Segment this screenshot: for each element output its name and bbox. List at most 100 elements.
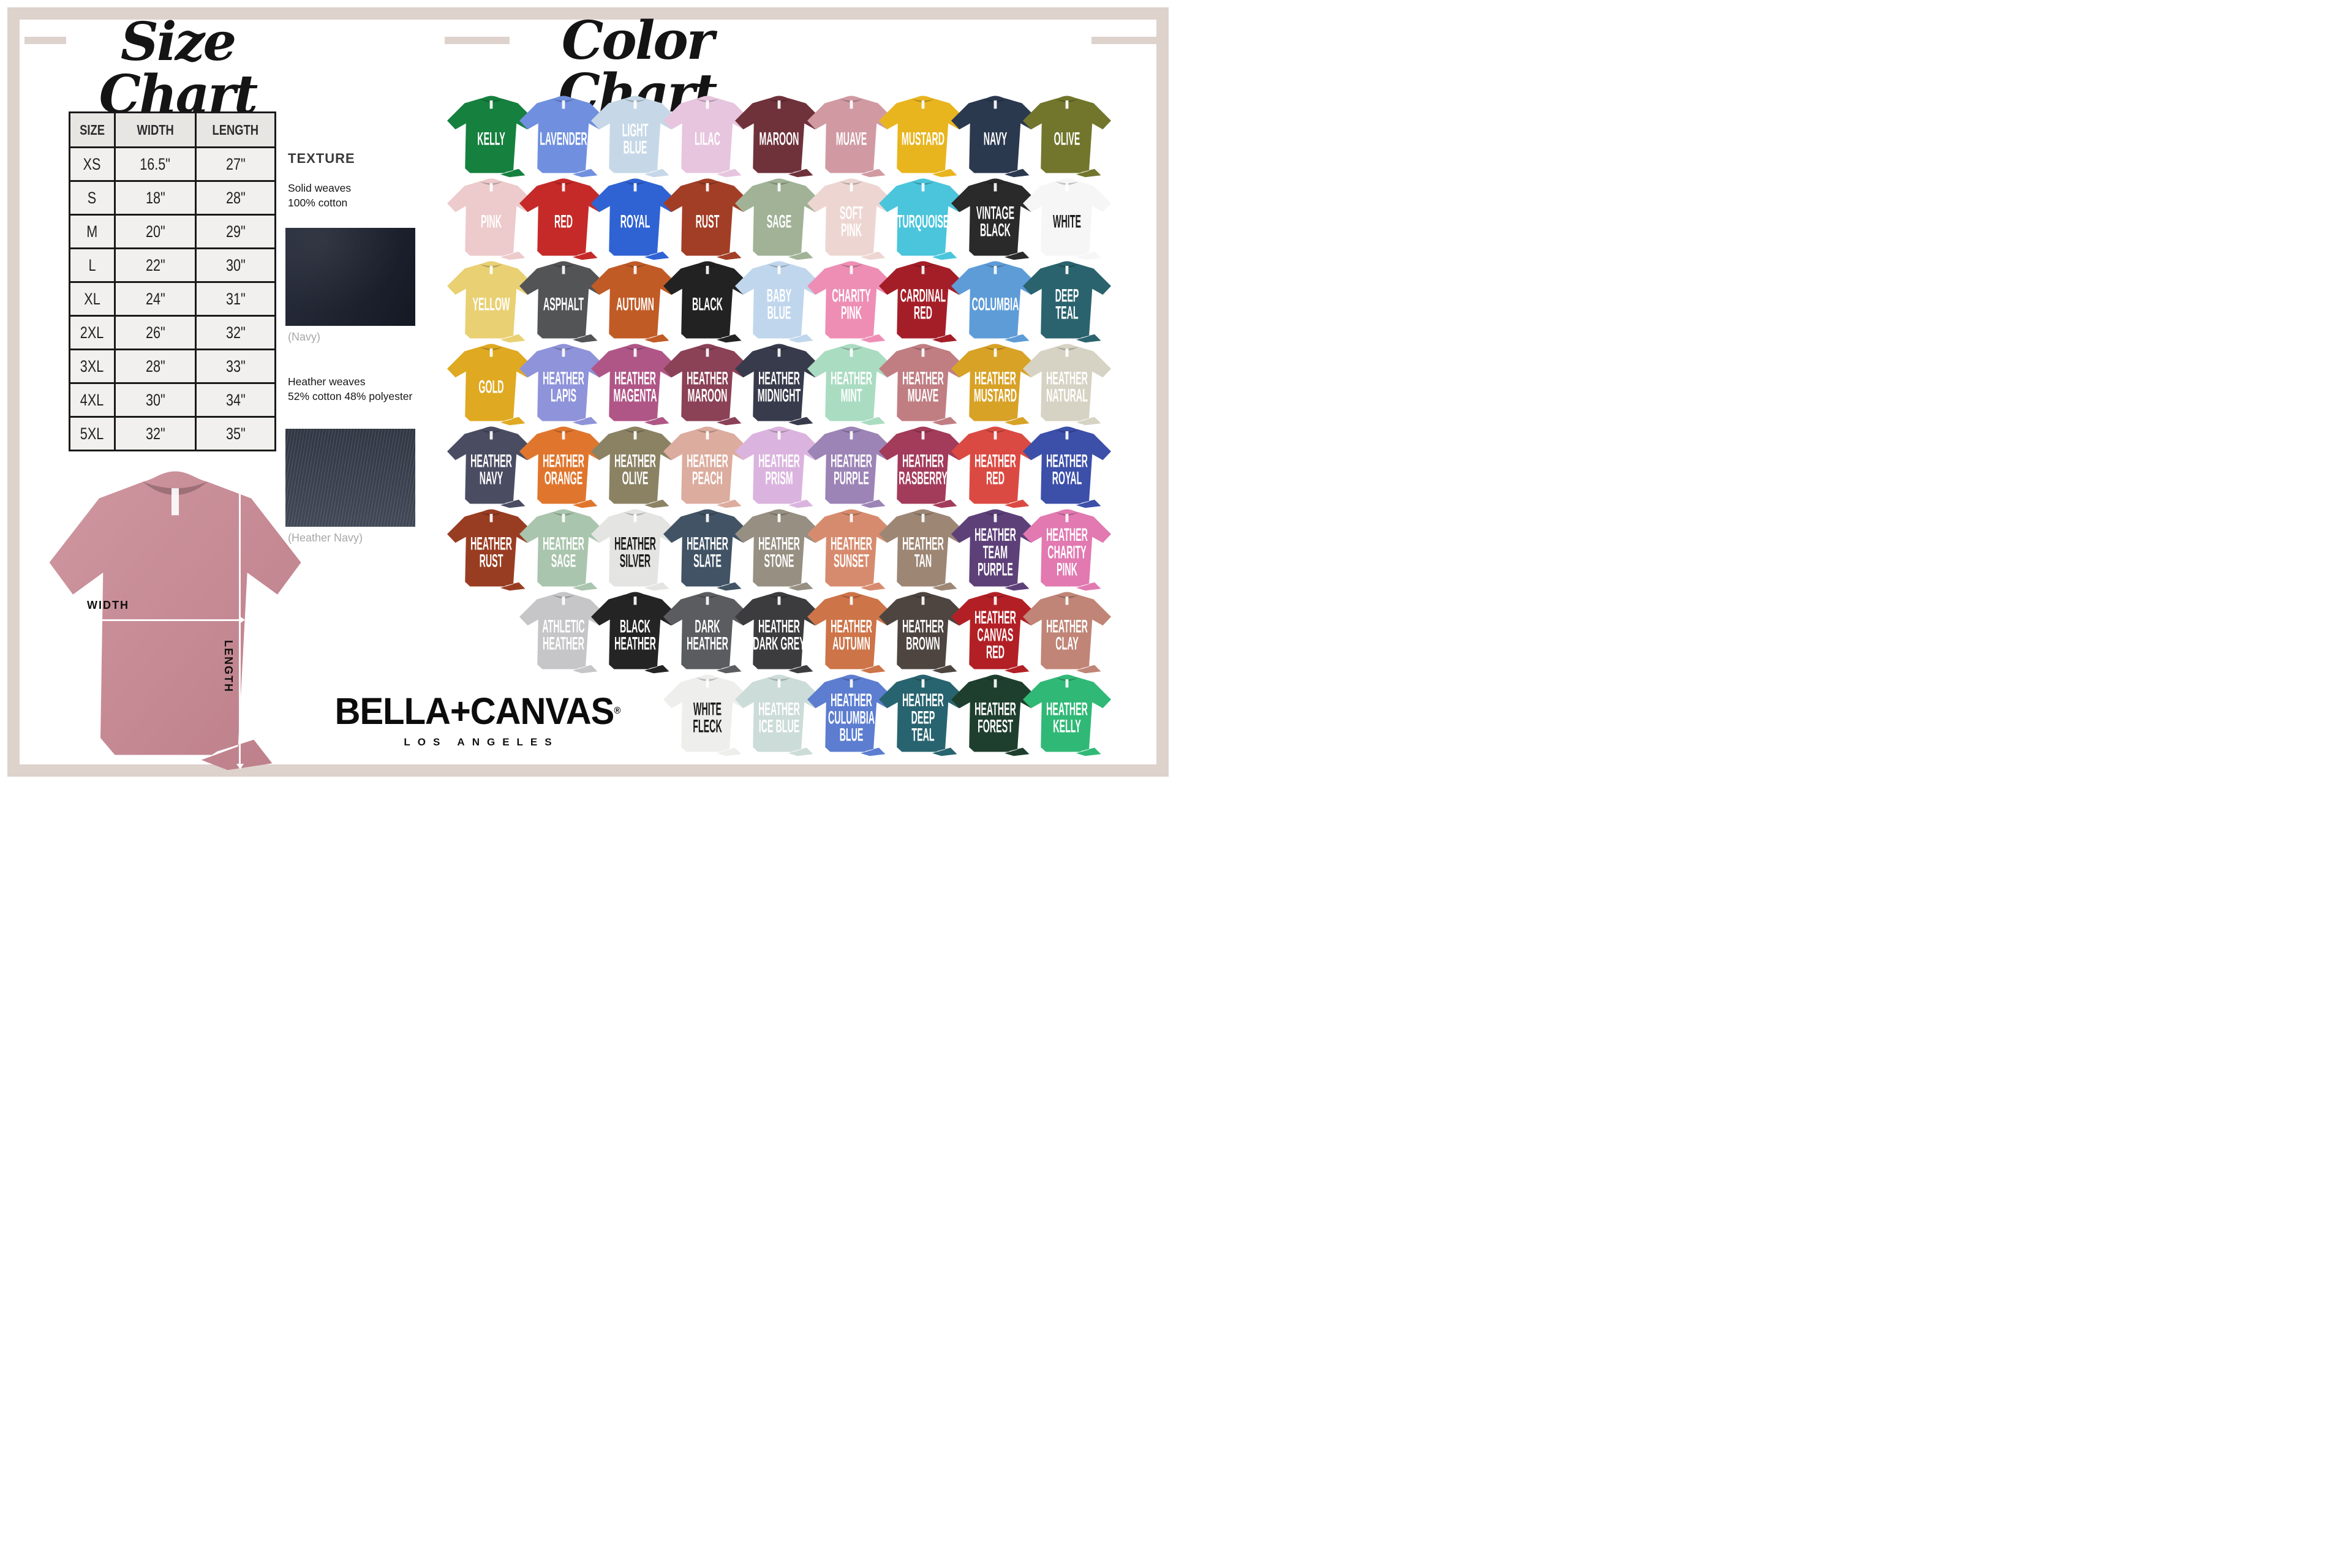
color-label: GOLD bbox=[478, 376, 504, 397]
color-label: HEATHER CHARITY PINK bbox=[1046, 524, 1088, 579]
width-measure-line bbox=[78, 619, 239, 621]
color-label: YELLOW bbox=[472, 293, 510, 314]
color-label: HEATHER MIDNIGHT bbox=[757, 368, 801, 405]
color-label: HEATHER FOREST bbox=[974, 698, 1016, 736]
tshirt-color-swatch: HEATHER CANVAS RED bbox=[949, 589, 1041, 674]
tshirt-icon bbox=[807, 344, 895, 426]
tshirt-color-swatch: HEATHER FOREST bbox=[949, 672, 1041, 756]
color-label: RUST bbox=[695, 211, 720, 232]
tshirt-icon bbox=[735, 509, 823, 591]
size-table-row: XL 24" 31" bbox=[69, 281, 276, 317]
size-table-row: 4XL 30" 34" bbox=[69, 382, 276, 418]
tshirt-icon bbox=[591, 178, 679, 260]
tshirt-icon bbox=[663, 674, 752, 756]
tshirt-icon bbox=[879, 509, 967, 591]
color-label: WHITE bbox=[1053, 211, 1081, 232]
tshirt-icon bbox=[951, 261, 1039, 343]
color-label: MUAVE bbox=[835, 128, 867, 149]
color-label: ASPHALT bbox=[543, 293, 584, 314]
tshirt-icon bbox=[735, 96, 823, 178]
color-label: HEATHER PEACH bbox=[687, 450, 728, 488]
tshirt-color-swatch: BLACK bbox=[662, 258, 753, 343]
size-table-row: S 18" 28" bbox=[69, 180, 276, 216]
tshirt-color-swatch: HEATHER DEEP TEAL bbox=[877, 672, 969, 756]
measurement-cell: 27" bbox=[195, 146, 276, 182]
tshirt-color-swatch: HEATHER KELLY bbox=[1021, 672, 1113, 756]
tshirt-icon bbox=[951, 96, 1039, 178]
tshirt-color-swatch: HEATHER NATURAL bbox=[1021, 341, 1113, 426]
measurement-cell: 30" bbox=[114, 382, 197, 418]
tshirt-color-swatch: HEATHER NAVY bbox=[445, 424, 537, 508]
measurement-cell: 30" bbox=[195, 247, 276, 283]
size-cell: 5XL bbox=[69, 416, 116, 451]
color-label: HEATHER CANVAS RED bbox=[974, 607, 1016, 662]
color-label: HEATHER LAPIS bbox=[543, 368, 584, 405]
color-label: KELLY bbox=[477, 128, 505, 149]
color-label: HEATHER PURPLE bbox=[831, 450, 872, 488]
tshirt-color-swatch: AUTUMN bbox=[589, 258, 681, 343]
color-label: HEATHER STONE bbox=[758, 533, 800, 571]
color-label: PINK bbox=[480, 211, 502, 232]
tshirt-icon bbox=[519, 509, 608, 591]
measurement-cell: 32" bbox=[114, 416, 197, 451]
color-label: HEATHER OLIVE bbox=[614, 450, 656, 488]
color-label: OLIVE bbox=[1054, 128, 1080, 149]
tshirt-color-swatch: HEATHER ICE BLUE bbox=[733, 672, 825, 756]
size-table-row: 2XL 26" 32" bbox=[69, 315, 276, 350]
registered-mark-icon: ® bbox=[614, 705, 621, 717]
measurement-cell: 33" bbox=[195, 349, 276, 384]
tshirt-icon bbox=[591, 344, 679, 426]
color-label: HEATHER ROYAL bbox=[1046, 450, 1088, 488]
tshirt-color-swatch: HEATHER TAN bbox=[877, 507, 969, 591]
color-label: WHITE FLECK bbox=[693, 698, 722, 736]
color-label: AUTUMN bbox=[616, 293, 654, 314]
tshirt-color-swatch: LAVENDER bbox=[518, 93, 609, 178]
tshirt-color-swatch: HEATHER MIDNIGHT bbox=[733, 341, 825, 426]
color-label: HEATHER CULUMBIA BLUE bbox=[827, 690, 875, 745]
tshirt-icon bbox=[519, 426, 608, 508]
tshirt-color-swatch: HEATHER SLATE bbox=[662, 507, 753, 591]
measurement-cell: 16.5" bbox=[114, 146, 197, 182]
tshirt-color-swatch: HEATHER AUTUMN bbox=[805, 589, 897, 674]
tshirt-icon bbox=[879, 96, 967, 178]
tshirt-color-swatch: PINK bbox=[445, 176, 537, 260]
tshirt-icon bbox=[663, 509, 752, 591]
size-column-header: WIDTH bbox=[114, 111, 197, 148]
tshirt-icon bbox=[519, 178, 608, 260]
tshirt-icon bbox=[951, 426, 1039, 508]
measurement-shirt-photo: WIDTH LENGTH bbox=[44, 461, 306, 772]
size-column-header: SIZE bbox=[69, 111, 116, 148]
tshirt-icon bbox=[447, 344, 535, 426]
tshirt-icon bbox=[735, 674, 823, 756]
measurement-cell: 18" bbox=[114, 180, 197, 216]
tshirt-color-swatch: BABY BLUE bbox=[733, 258, 825, 343]
tshirt-color-swatch: HEATHER PRISM bbox=[733, 424, 825, 508]
color-label: LAVENDER bbox=[540, 128, 587, 149]
color-label: HEATHER SLATE bbox=[687, 533, 728, 571]
color-label: CHARITY PINK bbox=[832, 285, 871, 323]
measurement-cell: 32" bbox=[195, 315, 276, 350]
arrow-down-icon bbox=[236, 764, 244, 769]
decorative-bar-middle bbox=[445, 37, 510, 44]
measurement-cell: 28" bbox=[195, 180, 276, 216]
measurement-cell: 20" bbox=[114, 214, 197, 249]
size-cell: 3XL bbox=[69, 349, 116, 384]
tshirt-color-swatch: CARDINAL RED bbox=[877, 258, 969, 343]
color-label: MUSTARD bbox=[901, 128, 945, 149]
tshirt-icon bbox=[1023, 344, 1111, 426]
tshirt-color-swatch: HEATHER STONE bbox=[733, 507, 825, 591]
tshirt-icon bbox=[879, 674, 967, 756]
tshirt-color-swatch: HEATHER RUST bbox=[445, 507, 537, 591]
tshirt-icon bbox=[519, 344, 608, 426]
color-label: HEATHER ORANGE bbox=[543, 450, 584, 488]
heather-navy-swatch-caption: (Heather Navy) bbox=[288, 532, 363, 544]
size-table-row: 5XL 32" 35" bbox=[69, 416, 276, 451]
tshirt-color-swatch: HEATHER SILVER bbox=[589, 507, 681, 591]
tshirt-color-swatch: SAGE bbox=[733, 176, 825, 260]
color-chart-grid: KELLY LAVENDER LIGHT BLUE LILAC MAROON MUAVE M… bbox=[0, 0, 1176, 784]
tshirt-color-swatch: YELLOW bbox=[445, 258, 537, 343]
color-label: HEATHER MUAVE bbox=[902, 368, 944, 405]
color-label: DARK HEATHER bbox=[687, 616, 728, 654]
tshirt-color-swatch: HEATHER RED bbox=[949, 424, 1041, 508]
color-label: HEATHER TEAM PURPLE bbox=[974, 524, 1016, 579]
